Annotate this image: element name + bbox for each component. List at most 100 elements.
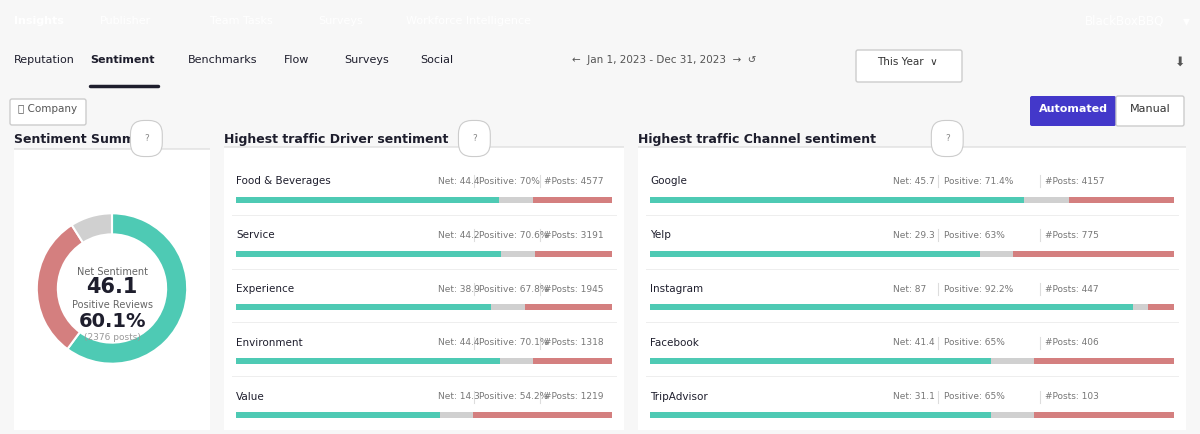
Text: TripAdvisor: TripAdvisor xyxy=(650,391,708,401)
Text: ?: ? xyxy=(472,134,476,143)
Text: ?: ? xyxy=(944,134,949,143)
Text: Flow: Flow xyxy=(284,55,310,65)
Text: Net: 14.3: Net: 14.3 xyxy=(438,392,480,401)
Text: Value: Value xyxy=(236,391,265,401)
Text: This Year  ∨: This Year ∨ xyxy=(877,57,937,67)
FancyBboxPatch shape xyxy=(491,304,524,310)
Wedge shape xyxy=(72,213,112,243)
Text: #Posts: 103: #Posts: 103 xyxy=(1045,392,1099,401)
Text: Sentiment Summary: Sentiment Summary xyxy=(14,133,157,146)
Text: Environment: Environment xyxy=(236,338,302,348)
FancyBboxPatch shape xyxy=(856,50,962,82)
FancyBboxPatch shape xyxy=(1013,250,1174,256)
Text: Net: 45.7: Net: 45.7 xyxy=(893,177,935,186)
Text: ▾: ▾ xyxy=(1183,14,1190,28)
Text: Facebook: Facebook xyxy=(650,338,698,348)
FancyBboxPatch shape xyxy=(650,358,991,364)
Text: Team Tasks: Team Tasks xyxy=(210,16,272,26)
Text: Positive: 54.2%: Positive: 54.2% xyxy=(479,392,548,401)
FancyBboxPatch shape xyxy=(524,304,612,310)
Text: Positive: 92.2%: Positive: 92.2% xyxy=(943,285,1013,293)
Text: ←  Jan 1, 2023 - Dec 31, 2023  →  ↺: ← Jan 1, 2023 - Dec 31, 2023 → ↺ xyxy=(572,55,756,65)
Text: Highest traffic Driver sentiment: Highest traffic Driver sentiment xyxy=(224,133,449,146)
Text: Positive: 67.8%: Positive: 67.8% xyxy=(479,285,548,293)
Text: Net: 31.1: Net: 31.1 xyxy=(893,392,935,401)
Text: Positive: 65%: Positive: 65% xyxy=(943,392,1004,401)
Text: Net: 44.4: Net: 44.4 xyxy=(438,339,480,347)
Text: Reputation: Reputation xyxy=(14,55,74,65)
FancyBboxPatch shape xyxy=(533,358,612,364)
FancyBboxPatch shape xyxy=(650,197,1024,203)
Text: Sentiment: Sentiment xyxy=(90,55,155,65)
Text: #Posts: 4577: #Posts: 4577 xyxy=(544,177,604,186)
Text: Positive: 65%: Positive: 65% xyxy=(943,339,1004,347)
FancyBboxPatch shape xyxy=(236,197,499,203)
Text: Food & Beverages: Food & Beverages xyxy=(236,177,331,187)
FancyBboxPatch shape xyxy=(991,412,1033,418)
Text: Benchmarks: Benchmarks xyxy=(188,55,258,65)
FancyBboxPatch shape xyxy=(991,358,1033,364)
Text: Net Sentiment: Net Sentiment xyxy=(77,267,148,277)
Text: Net: 44.4: Net: 44.4 xyxy=(438,177,480,186)
FancyBboxPatch shape xyxy=(1024,197,1069,203)
Wedge shape xyxy=(67,213,187,364)
Text: #Posts: 3191: #Posts: 3191 xyxy=(544,231,604,240)
FancyBboxPatch shape xyxy=(439,412,473,418)
FancyBboxPatch shape xyxy=(10,99,86,125)
Text: Highest traffic Channel sentiment: Highest traffic Channel sentiment xyxy=(638,133,876,146)
FancyBboxPatch shape xyxy=(236,358,499,364)
Text: Yelp: Yelp xyxy=(650,230,671,240)
Text: #Posts: 4157: #Posts: 4157 xyxy=(1045,177,1105,186)
Text: Positive: 70%: Positive: 70% xyxy=(479,177,540,186)
FancyBboxPatch shape xyxy=(534,250,612,256)
FancyBboxPatch shape xyxy=(1116,96,1184,126)
Text: Net: 87: Net: 87 xyxy=(893,285,926,293)
Text: 46.1: 46.1 xyxy=(86,277,138,297)
Text: Positive: 63%: Positive: 63% xyxy=(943,231,1004,240)
FancyBboxPatch shape xyxy=(10,149,214,432)
FancyBboxPatch shape xyxy=(499,358,533,364)
Text: Social: Social xyxy=(420,55,454,65)
FancyBboxPatch shape xyxy=(220,147,628,432)
FancyBboxPatch shape xyxy=(236,412,439,418)
FancyBboxPatch shape xyxy=(650,412,991,418)
Text: BlackBoxBBQ: BlackBoxBBQ xyxy=(1085,14,1164,27)
FancyBboxPatch shape xyxy=(980,250,1013,256)
Text: Net: 41.4: Net: 41.4 xyxy=(893,339,935,347)
Text: #Posts: 406: #Posts: 406 xyxy=(1045,339,1099,347)
Text: #Posts: 447: #Posts: 447 xyxy=(1045,285,1099,293)
Text: Manual: Manual xyxy=(1129,104,1170,114)
Text: Automated: Automated xyxy=(1038,104,1108,114)
Wedge shape xyxy=(37,225,83,349)
Text: Experience: Experience xyxy=(236,284,294,294)
Text: #Posts: 1318: #Posts: 1318 xyxy=(544,339,604,347)
Text: Positive Reviews: Positive Reviews xyxy=(72,300,152,310)
Text: 🏢 Company: 🏢 Company xyxy=(18,104,78,114)
Text: #Posts: 1219: #Posts: 1219 xyxy=(544,392,604,401)
Text: Publisher: Publisher xyxy=(100,16,151,26)
FancyBboxPatch shape xyxy=(1030,96,1116,126)
FancyBboxPatch shape xyxy=(1033,358,1174,364)
Text: Positive: 70.1%: Positive: 70.1% xyxy=(479,339,548,347)
Text: Positive: 71.4%: Positive: 71.4% xyxy=(943,177,1013,186)
FancyBboxPatch shape xyxy=(499,197,533,203)
FancyBboxPatch shape xyxy=(650,250,980,256)
FancyBboxPatch shape xyxy=(533,197,612,203)
Text: Google: Google xyxy=(650,177,686,187)
Text: 60.1%: 60.1% xyxy=(78,312,145,331)
FancyBboxPatch shape xyxy=(650,304,1133,310)
FancyBboxPatch shape xyxy=(1147,304,1174,310)
FancyBboxPatch shape xyxy=(1033,412,1174,418)
Text: Instagram: Instagram xyxy=(650,284,703,294)
Text: Service: Service xyxy=(236,230,275,240)
Text: Surveys: Surveys xyxy=(344,55,389,65)
FancyBboxPatch shape xyxy=(1133,304,1147,310)
Text: Surveys: Surveys xyxy=(318,16,362,26)
FancyBboxPatch shape xyxy=(1069,197,1174,203)
Text: Net: 29.3: Net: 29.3 xyxy=(893,231,935,240)
FancyBboxPatch shape xyxy=(502,250,534,256)
Text: Positive: 70.6%: Positive: 70.6% xyxy=(479,231,548,240)
FancyBboxPatch shape xyxy=(473,412,612,418)
FancyBboxPatch shape xyxy=(236,250,502,256)
Text: Insights: Insights xyxy=(14,16,64,26)
